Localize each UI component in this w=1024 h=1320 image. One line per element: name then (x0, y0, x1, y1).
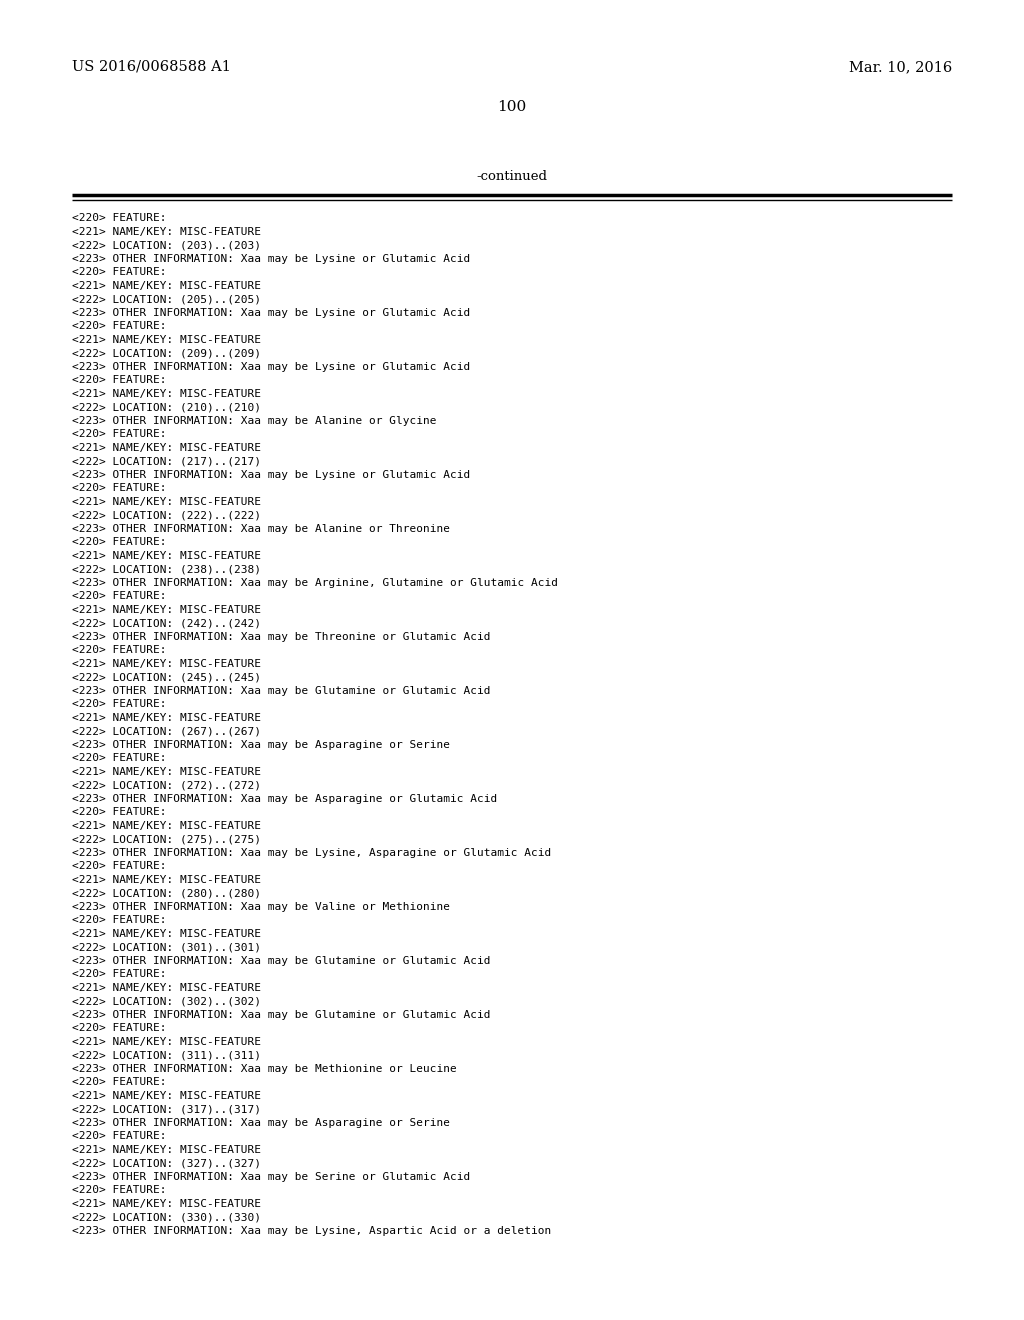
Text: <220> FEATURE:: <220> FEATURE: (72, 645, 167, 655)
Text: <222> LOCATION: (311)..(311): <222> LOCATION: (311)..(311) (72, 1049, 261, 1060)
Text: <221> NAME/KEY: MISC-FEATURE: <221> NAME/KEY: MISC-FEATURE (72, 1199, 261, 1209)
Text: <222> LOCATION: (238)..(238): <222> LOCATION: (238)..(238) (72, 564, 261, 574)
Text: <222> LOCATION: (210)..(210): <222> LOCATION: (210)..(210) (72, 403, 261, 412)
Text: <223> OTHER INFORMATION: Xaa may be Arginine, Glutamine or Glutamic Acid: <223> OTHER INFORMATION: Xaa may be Argi… (72, 578, 558, 587)
Text: <222> LOCATION: (267)..(267): <222> LOCATION: (267)..(267) (72, 726, 261, 737)
Text: <220> FEATURE:: <220> FEATURE: (72, 700, 167, 709)
Text: <220> FEATURE:: <220> FEATURE: (72, 1185, 167, 1195)
Text: <222> LOCATION: (222)..(222): <222> LOCATION: (222)..(222) (72, 510, 261, 520)
Text: <220> FEATURE:: <220> FEATURE: (72, 321, 167, 331)
Text: <220> FEATURE:: <220> FEATURE: (72, 375, 167, 385)
Text: <221> NAME/KEY: MISC-FEATURE: <221> NAME/KEY: MISC-FEATURE (72, 388, 261, 399)
Text: <223> OTHER INFORMATION: Xaa may be Serine or Glutamic Acid: <223> OTHER INFORMATION: Xaa may be Seri… (72, 1172, 470, 1181)
Text: -continued: -continued (476, 170, 548, 183)
Text: <223> OTHER INFORMATION: Xaa may be Valine or Methionine: <223> OTHER INFORMATION: Xaa may be Vali… (72, 902, 450, 912)
Text: <223> OTHER INFORMATION: Xaa may be Lysine or Glutamic Acid: <223> OTHER INFORMATION: Xaa may be Lysi… (72, 470, 470, 479)
Text: <221> NAME/KEY: MISC-FEATURE: <221> NAME/KEY: MISC-FEATURE (72, 1090, 261, 1101)
Text: <222> LOCATION: (217)..(217): <222> LOCATION: (217)..(217) (72, 455, 261, 466)
Text: <223> OTHER INFORMATION: Xaa may be Asparagine or Glutamic Acid: <223> OTHER INFORMATION: Xaa may be Aspa… (72, 793, 498, 804)
Text: <223> OTHER INFORMATION: Xaa may be Alanine or Glycine: <223> OTHER INFORMATION: Xaa may be Alan… (72, 416, 436, 425)
Text: 100: 100 (498, 100, 526, 114)
Text: <222> LOCATION: (272)..(272): <222> LOCATION: (272)..(272) (72, 780, 261, 789)
Text: <220> FEATURE:: <220> FEATURE: (72, 915, 167, 925)
Text: <223> OTHER INFORMATION: Xaa may be Asparagine or Serine: <223> OTHER INFORMATION: Xaa may be Aspa… (72, 1118, 450, 1127)
Text: <223> OTHER INFORMATION: Xaa may be Glutamine or Glutamic Acid: <223> OTHER INFORMATION: Xaa may be Glut… (72, 956, 490, 965)
Text: <223> OTHER INFORMATION: Xaa may be Lysine or Glutamic Acid: <223> OTHER INFORMATION: Xaa may be Lysi… (72, 362, 470, 371)
Text: <220> FEATURE:: <220> FEATURE: (72, 483, 167, 492)
Text: <221> NAME/KEY: MISC-FEATURE: <221> NAME/KEY: MISC-FEATURE (72, 1036, 261, 1047)
Text: <221> NAME/KEY: MISC-FEATURE: <221> NAME/KEY: MISC-FEATURE (72, 550, 261, 561)
Text: <223> OTHER INFORMATION: Xaa may be Lysine, Asparagine or Glutamic Acid: <223> OTHER INFORMATION: Xaa may be Lysi… (72, 847, 551, 858)
Text: <223> OTHER INFORMATION: Xaa may be Lysine or Glutamic Acid: <223> OTHER INFORMATION: Xaa may be Lysi… (72, 308, 470, 318)
Text: <220> FEATURE:: <220> FEATURE: (72, 1077, 167, 1086)
Text: <223> OTHER INFORMATION: Xaa may be Alanine or Threonine: <223> OTHER INFORMATION: Xaa may be Alan… (72, 524, 450, 533)
Text: <223> OTHER INFORMATION: Xaa may be Threonine or Glutamic Acid: <223> OTHER INFORMATION: Xaa may be Thre… (72, 631, 490, 642)
Text: <223> OTHER INFORMATION: Xaa may be Lysine, Aspartic Acid or a deletion: <223> OTHER INFORMATION: Xaa may be Lysi… (72, 1225, 551, 1236)
Text: <220> FEATURE:: <220> FEATURE: (72, 752, 167, 763)
Text: US 2016/0068588 A1: US 2016/0068588 A1 (72, 59, 230, 74)
Text: <223> OTHER INFORMATION: Xaa may be Asparagine or Serine: <223> OTHER INFORMATION: Xaa may be Aspa… (72, 739, 450, 750)
Text: <220> FEATURE:: <220> FEATURE: (72, 267, 167, 277)
Text: <222> LOCATION: (275)..(275): <222> LOCATION: (275)..(275) (72, 834, 261, 843)
Text: <220> FEATURE:: <220> FEATURE: (72, 591, 167, 601)
Text: <222> LOCATION: (203)..(203): <222> LOCATION: (203)..(203) (72, 240, 261, 249)
Text: <222> LOCATION: (245)..(245): <222> LOCATION: (245)..(245) (72, 672, 261, 682)
Text: <220> FEATURE:: <220> FEATURE: (72, 969, 167, 979)
Text: <221> NAME/KEY: MISC-FEATURE: <221> NAME/KEY: MISC-FEATURE (72, 982, 261, 993)
Text: <223> OTHER INFORMATION: Xaa may be Lysine or Glutamic Acid: <223> OTHER INFORMATION: Xaa may be Lysi… (72, 253, 470, 264)
Text: <221> NAME/KEY: MISC-FEATURE: <221> NAME/KEY: MISC-FEATURE (72, 442, 261, 453)
Text: <220> FEATURE:: <220> FEATURE: (72, 1023, 167, 1034)
Text: <221> NAME/KEY: MISC-FEATURE: <221> NAME/KEY: MISC-FEATURE (72, 928, 261, 939)
Text: <220> FEATURE:: <220> FEATURE: (72, 537, 167, 546)
Text: <221> NAME/KEY: MISC-FEATURE: <221> NAME/KEY: MISC-FEATURE (72, 874, 261, 884)
Text: <222> LOCATION: (280)..(280): <222> LOCATION: (280)..(280) (72, 888, 261, 898)
Text: <221> NAME/KEY: MISC-FEATURE: <221> NAME/KEY: MISC-FEATURE (72, 821, 261, 830)
Text: <222> LOCATION: (330)..(330): <222> LOCATION: (330)..(330) (72, 1212, 261, 1222)
Text: <221> NAME/KEY: MISC-FEATURE: <221> NAME/KEY: MISC-FEATURE (72, 227, 261, 236)
Text: <222> LOCATION: (301)..(301): <222> LOCATION: (301)..(301) (72, 942, 261, 952)
Text: <221> NAME/KEY: MISC-FEATURE: <221> NAME/KEY: MISC-FEATURE (72, 659, 261, 668)
Text: <222> LOCATION: (205)..(205): <222> LOCATION: (205)..(205) (72, 294, 261, 304)
Text: <221> NAME/KEY: MISC-FEATURE: <221> NAME/KEY: MISC-FEATURE (72, 334, 261, 345)
Text: <220> FEATURE:: <220> FEATURE: (72, 213, 167, 223)
Text: <221> NAME/KEY: MISC-FEATURE: <221> NAME/KEY: MISC-FEATURE (72, 281, 261, 290)
Text: <221> NAME/KEY: MISC-FEATURE: <221> NAME/KEY: MISC-FEATURE (72, 767, 261, 776)
Text: <223> OTHER INFORMATION: Xaa may be Methionine or Leucine: <223> OTHER INFORMATION: Xaa may be Meth… (72, 1064, 457, 1073)
Text: <221> NAME/KEY: MISC-FEATURE: <221> NAME/KEY: MISC-FEATURE (72, 605, 261, 615)
Text: <222> LOCATION: (209)..(209): <222> LOCATION: (209)..(209) (72, 348, 261, 358)
Text: <220> FEATURE:: <220> FEATURE: (72, 861, 167, 871)
Text: <220> FEATURE:: <220> FEATURE: (72, 1131, 167, 1140)
Text: <221> NAME/KEY: MISC-FEATURE: <221> NAME/KEY: MISC-FEATURE (72, 496, 261, 507)
Text: <222> LOCATION: (327)..(327): <222> LOCATION: (327)..(327) (72, 1158, 261, 1168)
Text: <220> FEATURE:: <220> FEATURE: (72, 429, 167, 440)
Text: <223> OTHER INFORMATION: Xaa may be Glutamine or Glutamic Acid: <223> OTHER INFORMATION: Xaa may be Glut… (72, 685, 490, 696)
Text: <221> NAME/KEY: MISC-FEATURE: <221> NAME/KEY: MISC-FEATURE (72, 1144, 261, 1155)
Text: <221> NAME/KEY: MISC-FEATURE: <221> NAME/KEY: MISC-FEATURE (72, 713, 261, 722)
Text: <222> LOCATION: (302)..(302): <222> LOCATION: (302)..(302) (72, 997, 261, 1006)
Text: <220> FEATURE:: <220> FEATURE: (72, 807, 167, 817)
Text: <222> LOCATION: (317)..(317): <222> LOCATION: (317)..(317) (72, 1104, 261, 1114)
Text: Mar. 10, 2016: Mar. 10, 2016 (849, 59, 952, 74)
Text: <223> OTHER INFORMATION: Xaa may be Glutamine or Glutamic Acid: <223> OTHER INFORMATION: Xaa may be Glut… (72, 1010, 490, 1019)
Text: <222> LOCATION: (242)..(242): <222> LOCATION: (242)..(242) (72, 618, 261, 628)
